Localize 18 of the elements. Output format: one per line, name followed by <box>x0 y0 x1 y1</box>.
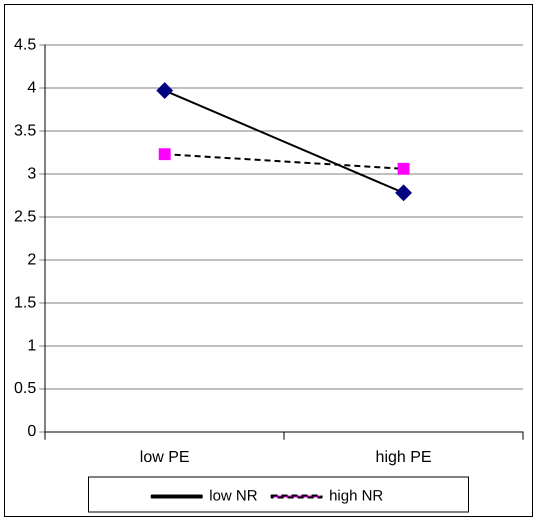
legend-label: high NR <box>329 488 384 505</box>
x-tick-label: low PE <box>140 448 190 466</box>
y-tick-label: 3 <box>27 165 36 182</box>
y-tick-label: 0.5 <box>14 380 36 398</box>
y-tick-label: 4 <box>27 79 36 96</box>
y-tick-label: 1.5 <box>14 294 36 312</box>
x-tick-label: high PE <box>376 448 432 466</box>
y-tick-label: 1 <box>27 337 36 354</box>
point <box>396 184 412 201</box>
y-tick-label: 4.5 <box>14 36 36 54</box>
point <box>398 162 410 175</box>
point <box>158 148 171 160</box>
y-tick-label: 0 <box>27 423 36 440</box>
y-tick-label: 2.5 <box>14 208 36 226</box>
legend-label: low NR <box>209 488 258 505</box>
y-tick-label: 2 <box>27 251 36 268</box>
y-tick-label: 3.5 <box>14 122 36 140</box>
point <box>156 82 173 99</box>
